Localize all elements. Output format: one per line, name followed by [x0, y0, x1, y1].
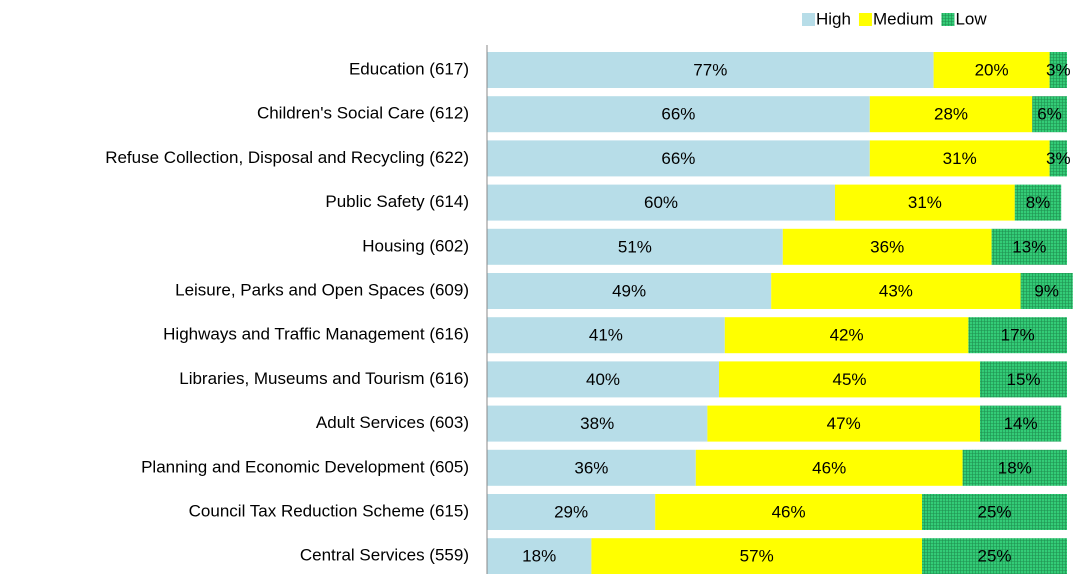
- value-label: 51%: [618, 237, 652, 256]
- bar-segment: [869, 140, 1050, 177]
- bar-segment: [962, 449, 1067, 486]
- category-label: Children's Social Care (612): [257, 104, 469, 123]
- value-label: 25%: [977, 547, 1011, 566]
- bar-segment: [487, 317, 725, 354]
- value-label: 77%: [693, 60, 727, 79]
- value-label: 8%: [1026, 193, 1051, 212]
- bar-segment: [487, 140, 870, 177]
- value-label: 6%: [1037, 105, 1062, 124]
- category-label: Refuse Collection, Disposal and Recyclin…: [105, 148, 469, 167]
- category-label: Planning and Economic Development (605): [141, 457, 469, 476]
- bar-segment: [719, 361, 980, 398]
- bar-segment: [487, 96, 870, 133]
- bar-segment: [487, 405, 708, 442]
- bar-segment: [782, 228, 992, 265]
- value-label: 46%: [812, 458, 846, 477]
- bar-segment: [487, 184, 835, 221]
- bar-segment: [487, 449, 696, 486]
- category-label: Libraries, Museums and Tourism (616): [179, 369, 469, 388]
- bar-segment: [487, 494, 656, 530]
- legend-swatch: [858, 13, 872, 26]
- bar-segment: [933, 52, 1050, 88]
- bar-segment: [487, 52, 934, 88]
- value-label: 14%: [1004, 414, 1038, 433]
- value-label: 31%: [908, 193, 942, 212]
- bar-segment: [1032, 96, 1067, 133]
- value-label: 3%: [1046, 149, 1071, 168]
- value-label: 38%: [580, 414, 614, 433]
- category-label: Public Safety (614): [325, 192, 469, 211]
- value-label: 36%: [574, 458, 608, 477]
- value-label: 47%: [827, 414, 861, 433]
- value-label: 18%: [998, 458, 1032, 477]
- value-label: 45%: [832, 370, 866, 389]
- bar-segment: [980, 361, 1067, 398]
- legend-swatch: [941, 13, 955, 26]
- category-label: Adult Services (603): [316, 413, 469, 432]
- value-label: 31%: [943, 149, 977, 168]
- bar-segment: [724, 317, 969, 354]
- value-label: 25%: [977, 502, 1011, 521]
- bar-segment: [487, 228, 783, 265]
- value-label: 29%: [554, 502, 588, 521]
- value-label: 13%: [1012, 237, 1046, 256]
- value-label: 36%: [870, 237, 904, 256]
- bar-segment: [695, 449, 963, 486]
- bar-segment: [1014, 184, 1062, 221]
- bar-segment: [991, 228, 1067, 265]
- value-label: 17%: [1001, 326, 1035, 345]
- bar-segment: [487, 361, 719, 398]
- bar-segment: [487, 538, 592, 574]
- value-label: 42%: [830, 326, 864, 345]
- value-label: 41%: [589, 326, 623, 345]
- category-label: Leisure, Parks and Open Spaces (609): [175, 280, 469, 299]
- value-label: 28%: [934, 105, 968, 124]
- value-label: 66%: [661, 105, 695, 124]
- legend-label: Medium: [873, 9, 933, 28]
- bar-segment: [968, 317, 1067, 354]
- bar-segment: [1020, 273, 1073, 309]
- bar-segment: [869, 96, 1033, 133]
- legend-label: High: [816, 9, 851, 28]
- bar-segment: [1049, 140, 1067, 177]
- value-label: 66%: [661, 149, 695, 168]
- value-label: 40%: [586, 370, 620, 389]
- bar-segment: [835, 184, 1015, 221]
- category-label: Council Tax Reduction Scheme (615): [189, 501, 469, 520]
- value-label: 18%: [522, 547, 556, 566]
- value-label: 60%: [644, 193, 678, 212]
- value-label: 15%: [1006, 370, 1040, 389]
- category-label: Education (617): [349, 59, 469, 78]
- value-label: 57%: [740, 547, 774, 566]
- bar-segment: [771, 273, 1021, 309]
- value-label: 3%: [1046, 60, 1071, 79]
- category-label: Housing (602): [362, 236, 469, 255]
- bar-segment: [1049, 52, 1067, 88]
- value-label: 43%: [879, 281, 913, 300]
- category-label: Highways and Traffic Management (616): [163, 325, 469, 344]
- bar-segment: [980, 405, 1062, 442]
- bar-segment: [922, 538, 1067, 574]
- legend-swatch: [802, 13, 815, 26]
- bar-segment: [591, 538, 922, 574]
- bar-segment: [922, 494, 1067, 530]
- value-label: 49%: [612, 281, 646, 300]
- bar-segment: [655, 494, 922, 530]
- legend-label: Low: [955, 9, 987, 28]
- bar-segment: [707, 405, 980, 442]
- bar-segment: [487, 273, 772, 309]
- value-label: 20%: [975, 60, 1009, 79]
- value-label: 46%: [772, 502, 806, 521]
- category-label: Central Services (559): [300, 546, 469, 565]
- value-label: 9%: [1034, 281, 1059, 300]
